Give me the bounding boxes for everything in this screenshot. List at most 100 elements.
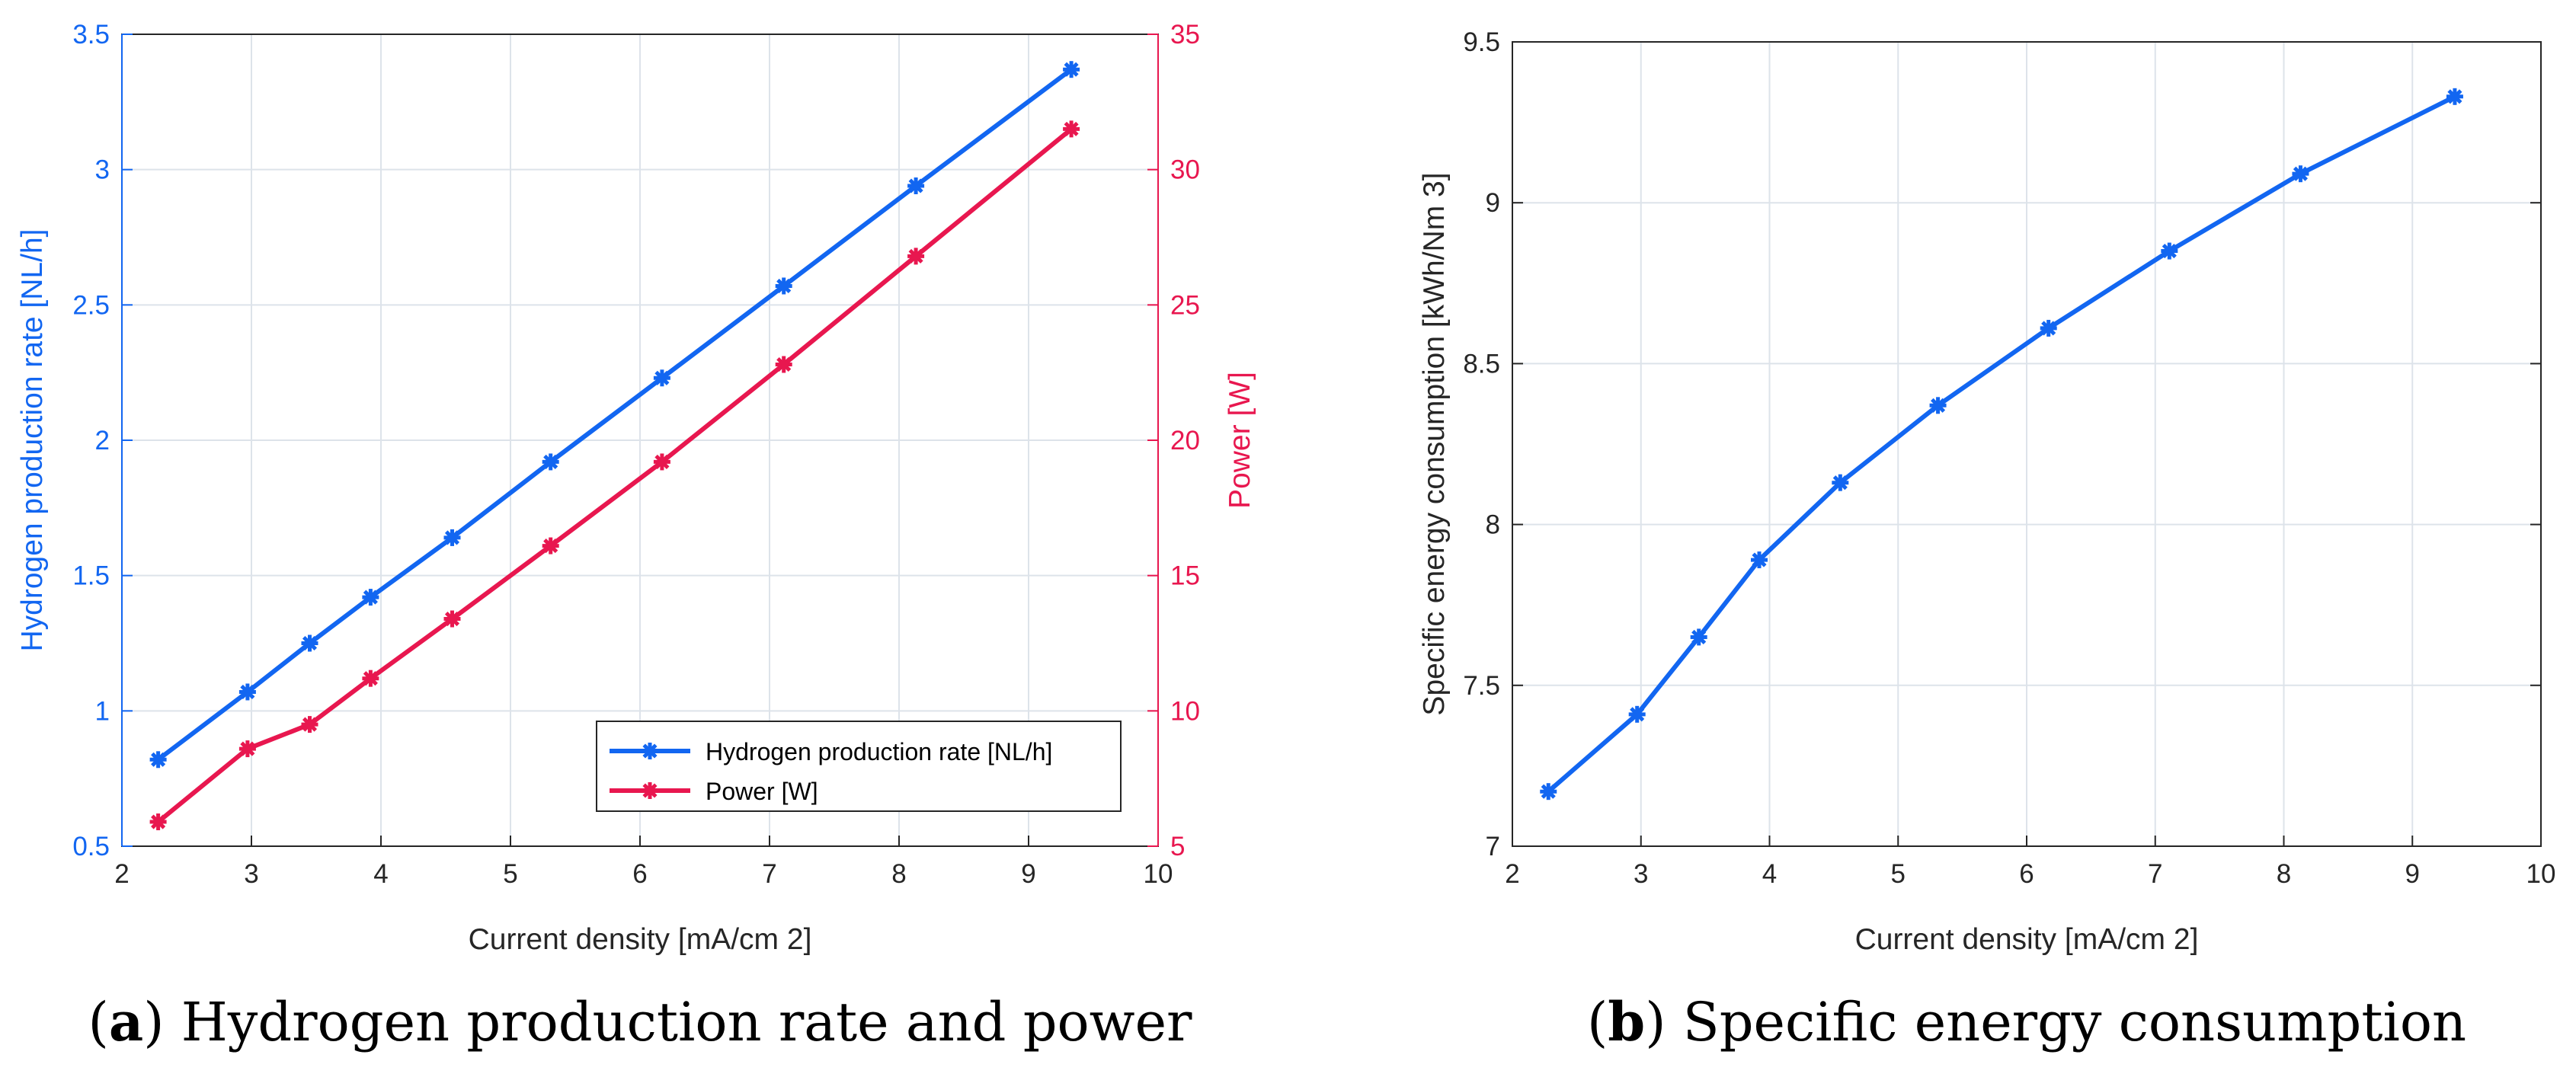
chart-b-series	[1540, 88, 2463, 801]
data-point-power	[301, 716, 318, 733]
data-point-hydrogen	[775, 277, 792, 295]
y-right-tick-label: 30	[1170, 155, 1200, 185]
marker-core	[546, 457, 555, 467]
chart-a: 2 3 4 5 6 7 8 9 10 0.511.522.533.5 5101520253035…	[16, 20, 1256, 956]
chart-a-grid	[122, 34, 1158, 846]
marker-core	[2296, 169, 2306, 179]
chart-b-x-ticks: 2 3 4 5 6 7 8 9 10	[1505, 836, 2555, 889]
data-point-sec	[2292, 165, 2309, 183]
marker-core	[447, 532, 457, 542]
data-point-sec	[2040, 319, 2057, 337]
x-tick-label: 10	[1144, 859, 1173, 889]
data-point-sec	[2161, 242, 2178, 260]
legend-box	[596, 721, 1122, 812]
y-right-tick-label: 10	[1170, 696, 1200, 726]
x-tick-label: 9	[1021, 859, 1035, 889]
y-tick-label: 7.5	[1463, 671, 1500, 701]
y-right-tick-label: 25	[1170, 290, 1200, 320]
marker-core	[447, 614, 457, 624]
chart-a-y-right-axis-label: Power [W]	[1224, 372, 1256, 509]
y-left-tick-label: 2	[95, 426, 110, 455]
marker-core	[2043, 323, 2053, 333]
x-tick-label: 4	[1762, 859, 1777, 889]
series-line-hydrogen	[156, 67, 1073, 762]
legend-marker-hydrogen-glyph	[642, 743, 658, 759]
x-tick-label: 8	[2277, 859, 2291, 889]
data-point-hydrogen	[149, 751, 167, 769]
marker-core	[911, 181, 921, 190]
chart-a-x-axis-label: Current density [mA/cm 2]	[469, 923, 812, 956]
y-left-tick-label: 1.5	[72, 561, 110, 591]
chart-a-y-right-ticks: 5 10 15 20 25 30 35	[1147, 20, 1200, 861]
x-tick-label: 2	[114, 859, 129, 889]
x-tick-label: 6	[632, 859, 647, 889]
y-tick-label: 7	[1486, 832, 1500, 861]
data-point-hydrogen	[443, 529, 461, 546]
x-tick-label: 8	[891, 859, 906, 889]
data-point-sec	[1628, 705, 1646, 723]
caption-a-letter: a	[109, 990, 143, 1053]
marker-core	[779, 281, 789, 291]
data-point-power	[1063, 120, 1080, 138]
marker-core	[1755, 555, 1764, 565]
legend-label-power: Power [W]	[706, 778, 818, 805]
data-point-hydrogen	[301, 634, 318, 652]
marker-core	[657, 373, 667, 383]
x-tick-label: 3	[244, 859, 258, 889]
marker-core	[1067, 65, 1077, 75]
marker-core	[366, 593, 376, 602]
y-right-tick-label: 20	[1170, 426, 1200, 455]
data-point-hydrogen	[653, 369, 670, 387]
chart-b: 2 3 4 5 6 7 8 9 10 7 7.5 8 8.5 9 9.5 Current density …	[1418, 27, 2555, 956]
y-tick-label: 9.5	[1463, 27, 1500, 57]
marker-core	[2450, 91, 2459, 101]
data-point-hydrogen	[1063, 61, 1080, 78]
marker-core	[1694, 632, 1704, 642]
data-point-hydrogen	[542, 453, 559, 471]
marker-core	[366, 673, 376, 683]
y-left-tick-label: 1	[95, 696, 110, 726]
chart-b-y-ticks: 7 7.5 8 8.5 9 9.5	[1463, 27, 2541, 861]
marker-core	[645, 786, 654, 795]
caption-a-text: Hydrogen production rate and power	[181, 991, 1192, 1053]
chart-a-y-left-ticks: 0.5 1 1.5 2 2.5 3 3.5	[72, 20, 133, 861]
y-left-tick-label: 3.5	[72, 20, 110, 50]
marker-core	[305, 638, 315, 648]
data-point-power	[443, 610, 461, 628]
data-point-sec	[1929, 397, 1947, 414]
y-right-tick-label: 5	[1170, 832, 1185, 861]
x-tick-label: 7	[2148, 859, 2162, 889]
marker-core	[305, 720, 315, 730]
chart-b-x-axis-label: Current density [mA/cm 2]	[1855, 923, 2199, 956]
chart-a-y-left-axis-label: Hydrogen production rate [NL/h]	[16, 229, 49, 652]
caption-b: (b) Specific energy consumption	[1587, 990, 2466, 1053]
chart-a-legend: Hydrogen production rate [NL/h] Power [W…	[596, 721, 1122, 812]
legend-marker-power-glyph	[642, 782, 658, 799]
legend-marker-power	[642, 782, 658, 799]
chart-b-y-axis-label: Specific energy consumption [kWh/Nm 3]	[1418, 172, 1451, 715]
marker-core	[153, 755, 163, 765]
series-line-power	[156, 127, 1074, 824]
marker-core	[1835, 478, 1845, 487]
data-point-power	[149, 813, 167, 831]
y-left-tick-label: 2.5	[72, 290, 110, 320]
data-point-power	[907, 248, 925, 265]
data-point-hydrogen	[362, 589, 379, 606]
marker-core	[153, 817, 163, 827]
data-point-sec	[1751, 551, 1768, 569]
marker-core	[1933, 401, 1943, 411]
marker-core	[911, 251, 921, 261]
chart-a-x-ticks: 2 3 4 5 6 7 8 9 10	[114, 836, 1173, 889]
data-point-sec	[1832, 474, 1849, 491]
caption-b-letter: b	[1608, 990, 1645, 1053]
y-left-tick-label: 3	[95, 155, 110, 185]
marker-core	[2165, 246, 2174, 256]
x-tick-label: 6	[2019, 859, 2034, 889]
data-point-sec	[1540, 783, 1557, 801]
data-point-hydrogen	[238, 683, 256, 701]
data-point-power	[542, 537, 559, 554]
marker-core	[1067, 124, 1077, 134]
data-point-hydrogen	[907, 177, 925, 194]
x-tick-label: 5	[503, 859, 517, 889]
y-right-tick-label: 35	[1170, 20, 1200, 50]
